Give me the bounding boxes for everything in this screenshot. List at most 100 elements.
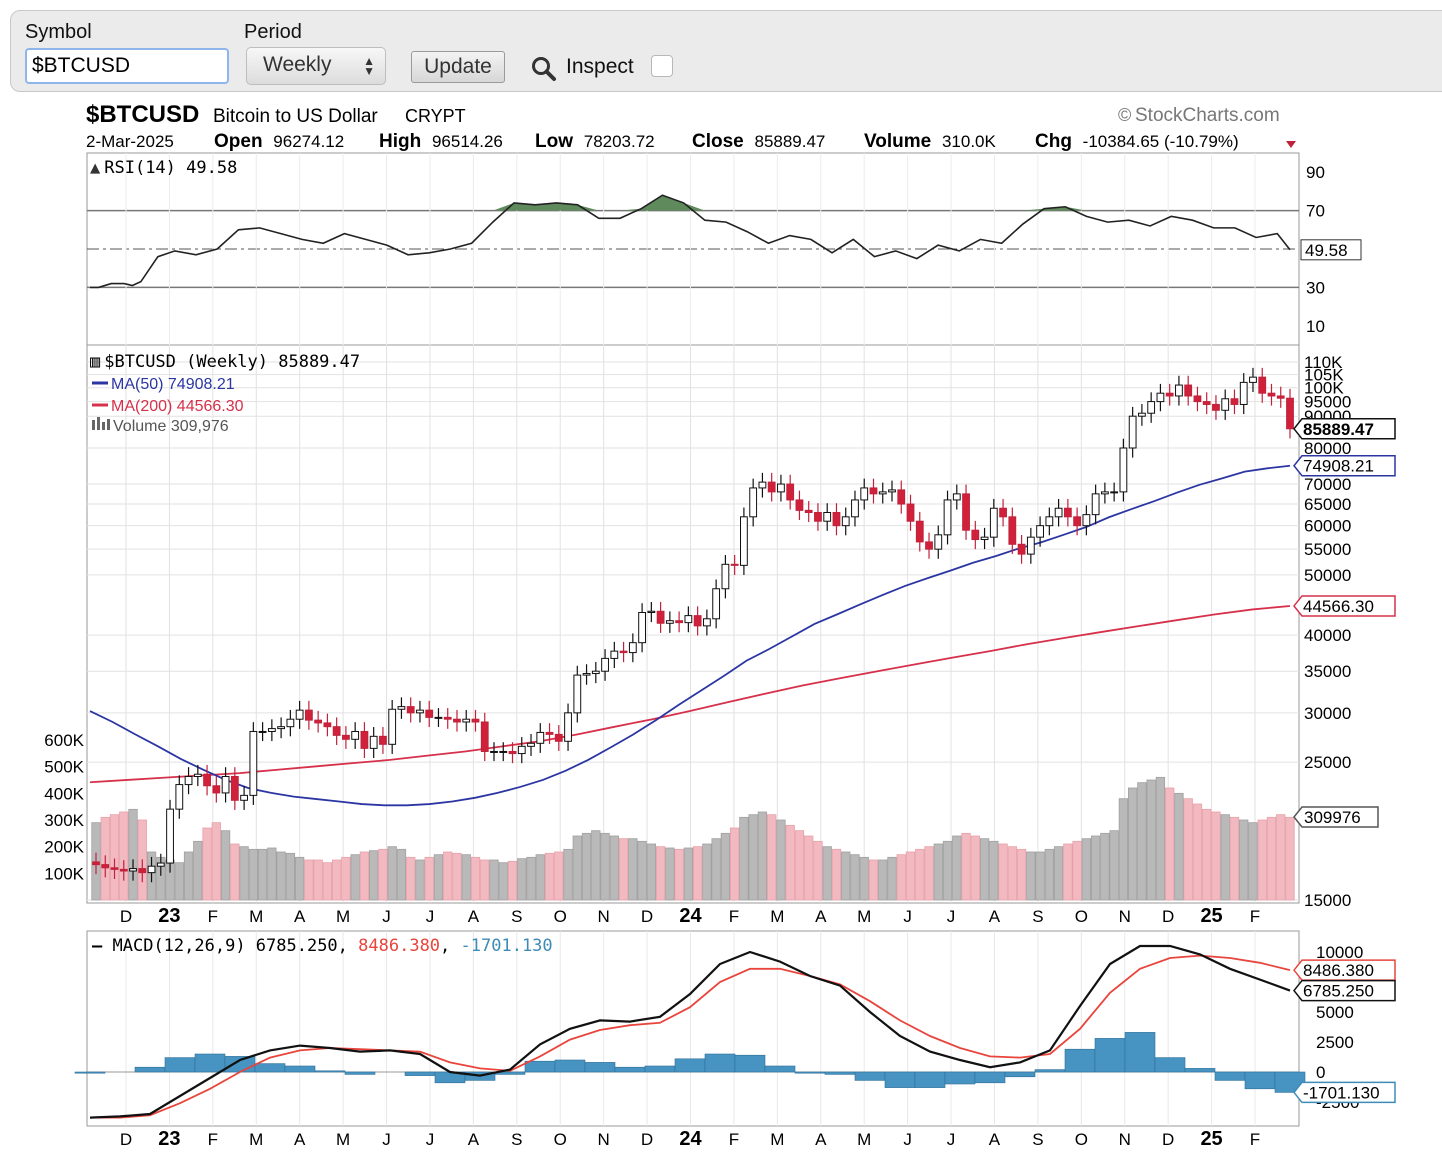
volume-bar [683,847,694,901]
volume-bar [674,848,684,901]
volume-bar [1257,819,1267,901]
macd-histogram-bar [854,1071,886,1081]
macd-histogram-bar [704,1053,736,1073]
volume-bar [119,811,129,901]
volume-bar [637,840,647,901]
volume-bar [285,852,296,901]
volume-tag-label: 309976 [1304,808,1361,827]
volume-bar [1174,792,1184,901]
volume-bar [1155,776,1166,901]
volume-bar [720,832,731,901]
candle-body [860,487,869,501]
volume-bar [415,859,425,901]
rsi-line [90,194,1291,289]
macd-signal-tag-box [1293,959,1396,981]
candle-body [258,730,267,733]
volume-bar [1285,816,1295,901]
candle-body [184,775,193,786]
rsi-chart [90,194,1291,289]
candle-body [499,750,508,753]
volume-bar [1239,819,1249,901]
x-tick-label-bottom: S [511,1130,522,1149]
x-tick-label: S [1032,907,1043,926]
candle-body [1230,398,1239,405]
macd-histogram-bar [1034,1069,1066,1073]
candle-body [943,499,952,536]
x-tick-label-bottom: J [426,1130,435,1149]
x-tick-label-bottom: O [554,1130,567,1149]
volume-bar [350,854,360,901]
macd-histogram-bar [1004,1071,1036,1078]
volume-bar [470,856,481,901]
x-tick-label: N [1119,907,1131,926]
volume-bar [1090,835,1101,901]
macd-panel [86,930,1300,1127]
candle-body [212,785,221,794]
volume-bar [841,851,851,901]
macd-value: MACD(12,26,9) 6785.250 [113,936,338,956]
volume-bar [294,856,305,901]
volume-bar [692,846,703,901]
candle-body [1276,395,1285,399]
candle-body [397,706,406,710]
macd-tag-box [1293,979,1396,1002]
header-exchange: CRYPT [405,106,466,126]
macd-histogram-bar [1154,1057,1186,1073]
macd-hist-tag-box [1293,1081,1396,1104]
candlesticks [92,367,1294,883]
x-tick-label-bottom: O [1075,1130,1088,1149]
symbol-input[interactable] [25,48,229,84]
candle-body [517,745,526,755]
header-name: Bitcoin to US Dollar [213,106,378,127]
candle-body [1239,381,1248,405]
volume-bar [443,851,453,901]
volume-bar [563,848,573,901]
close-value: 85889.47 [754,132,825,151]
candle-body [897,489,906,505]
volume-bar [1165,787,1175,901]
candle-body [564,712,572,742]
candle-body [601,657,609,672]
price-tick-label: 105K [1304,366,1344,385]
x-tick-label-bottom: J [382,1130,391,1149]
ohlc-line: 2-Mar-2025 Open 96274.12 High 96514.26 L… [86,131,1239,152]
volume-bar [581,832,592,901]
volume-tick-label: 500K [44,758,84,777]
x-tick-label-bottom: M [770,1130,784,1149]
inspect-label: Inspect [566,55,634,78]
toolbar: Symbol Period Weekly ▲▼ Update Inspect [10,10,1442,92]
candle-body [656,610,665,624]
candle-body [480,721,489,752]
volume-bar [711,838,721,901]
volume-bar [1072,840,1082,901]
period-select[interactable]: Weekly ▲ ▼ [246,47,386,85]
volume-bar [276,851,286,901]
macd-histogram-bar [74,1071,106,1074]
svg-text:©: © [1118,105,1131,125]
candle-body [1082,514,1091,527]
inspect-checkbox[interactable] [651,55,673,77]
x-tick-label: S [511,907,522,926]
macd-histogram-bar [824,1071,856,1075]
volume-tick-label: 300K [44,811,84,830]
candle-body [610,650,619,659]
rsi-title: ▲ RSI(14) 49.58 [90,158,237,178]
x-tick-label: A [468,907,480,926]
update-button[interactable]: Update [411,51,505,83]
candle-body [304,709,313,721]
period-label: Period [244,21,302,43]
candle-body [1026,536,1035,555]
candle-body [1212,403,1220,411]
candle-body [1110,491,1119,494]
candle-body [138,868,147,874]
macd-histogram-bar [674,1058,706,1073]
volume-bar [1183,798,1193,901]
candle-body [295,709,304,720]
macd-signal-tag-label: 8486.380 [1303,961,1374,980]
candle-body [425,709,434,718]
candle-body [490,750,498,753]
volume-bar [239,846,249,901]
candle-body [545,731,554,735]
macd-histogram-bar [764,1065,796,1073]
x-tick-label-bottom: F [1250,1130,1260,1149]
